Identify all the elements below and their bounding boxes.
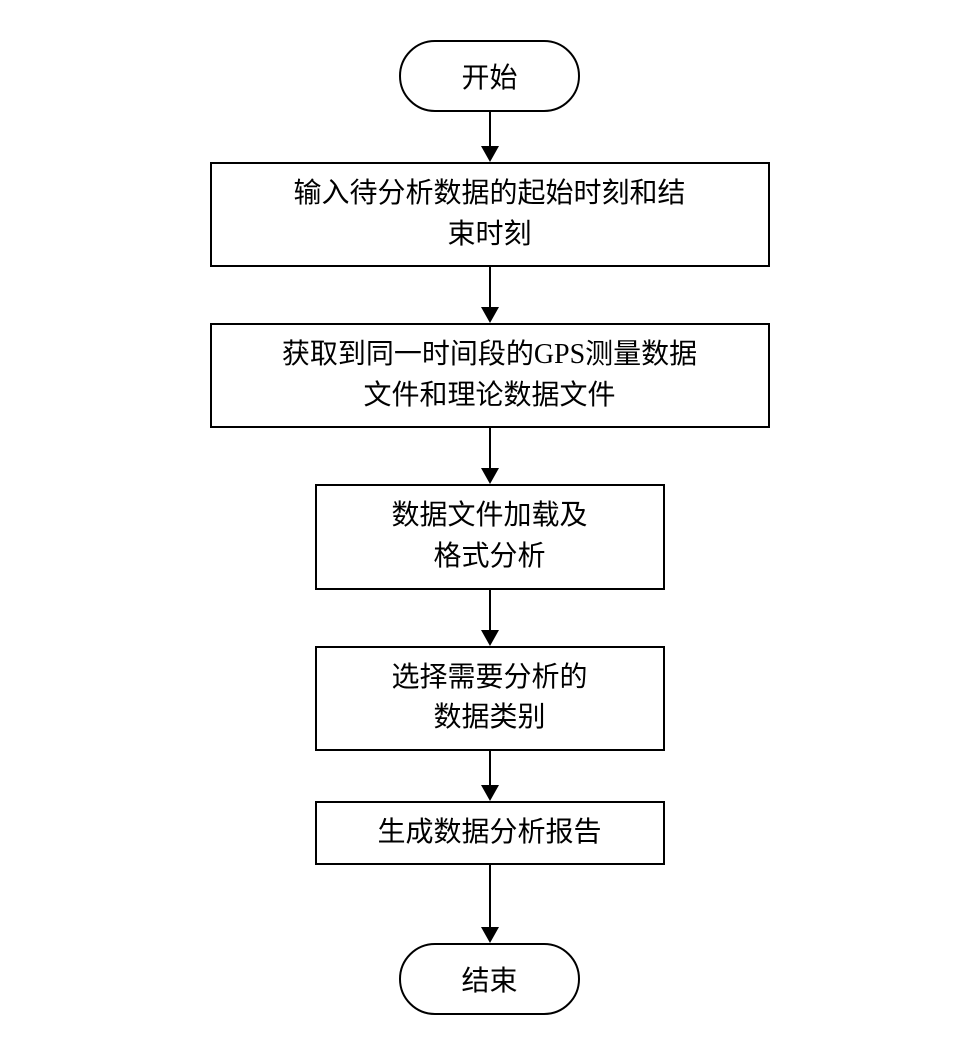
arrow-line: [489, 267, 491, 307]
arrow-line: [489, 112, 491, 146]
process-text-line1: 数据文件加载及: [391, 500, 587, 531]
arrow-line: [489, 590, 491, 630]
process-text-line2: 束时刻: [447, 219, 531, 250]
process-generate-report: 生成数据分析报告: [315, 801, 665, 866]
arrow-2: [481, 267, 499, 323]
arrow-6: [481, 865, 499, 943]
arrow-line: [489, 751, 491, 785]
arrow-head: [481, 630, 499, 646]
arrow-head: [481, 307, 499, 323]
arrow-line: [489, 428, 491, 468]
process-select-category: 选择需要分析的 数据类别: [315, 646, 665, 751]
process-text-line2: 数据类别: [433, 702, 545, 733]
process-load-format: 数据文件加载及 格式分析: [315, 484, 665, 589]
arrow-head: [481, 468, 499, 484]
process-text: 生成数据分析报告: [377, 817, 601, 848]
arrow-5: [481, 751, 499, 801]
process-input-time: 输入待分析数据的起始时刻和结 束时刻: [210, 162, 770, 267]
flowchart-container: 开始 输入待分析数据的起始时刻和结 束时刻 获取到同一时间段的GPS测量数据 文…: [210, 40, 770, 1015]
end-terminator: 结束: [399, 943, 579, 1015]
process-text-line2: 格式分析: [433, 541, 545, 572]
arrow-line: [489, 865, 491, 927]
process-text-line1: 输入待分析数据的起始时刻和结: [293, 178, 685, 209]
process-text-line1: 获取到同一时间段的GPS测量数据: [282, 339, 697, 370]
arrow-head: [481, 785, 499, 801]
arrow-1: [481, 112, 499, 162]
process-text-line2: 文件和理论数据文件: [363, 380, 615, 411]
start-label: 开始: [461, 63, 517, 94]
arrow-4: [481, 590, 499, 646]
process-get-gps-data: 获取到同一时间段的GPS测量数据 文件和理论数据文件: [210, 323, 770, 428]
start-terminator: 开始: [399, 40, 579, 112]
arrow-3: [481, 428, 499, 484]
arrow-head: [481, 146, 499, 162]
end-label: 结束: [461, 966, 517, 997]
process-text-line1: 选择需要分析的: [391, 662, 587, 693]
arrow-head: [481, 927, 499, 943]
